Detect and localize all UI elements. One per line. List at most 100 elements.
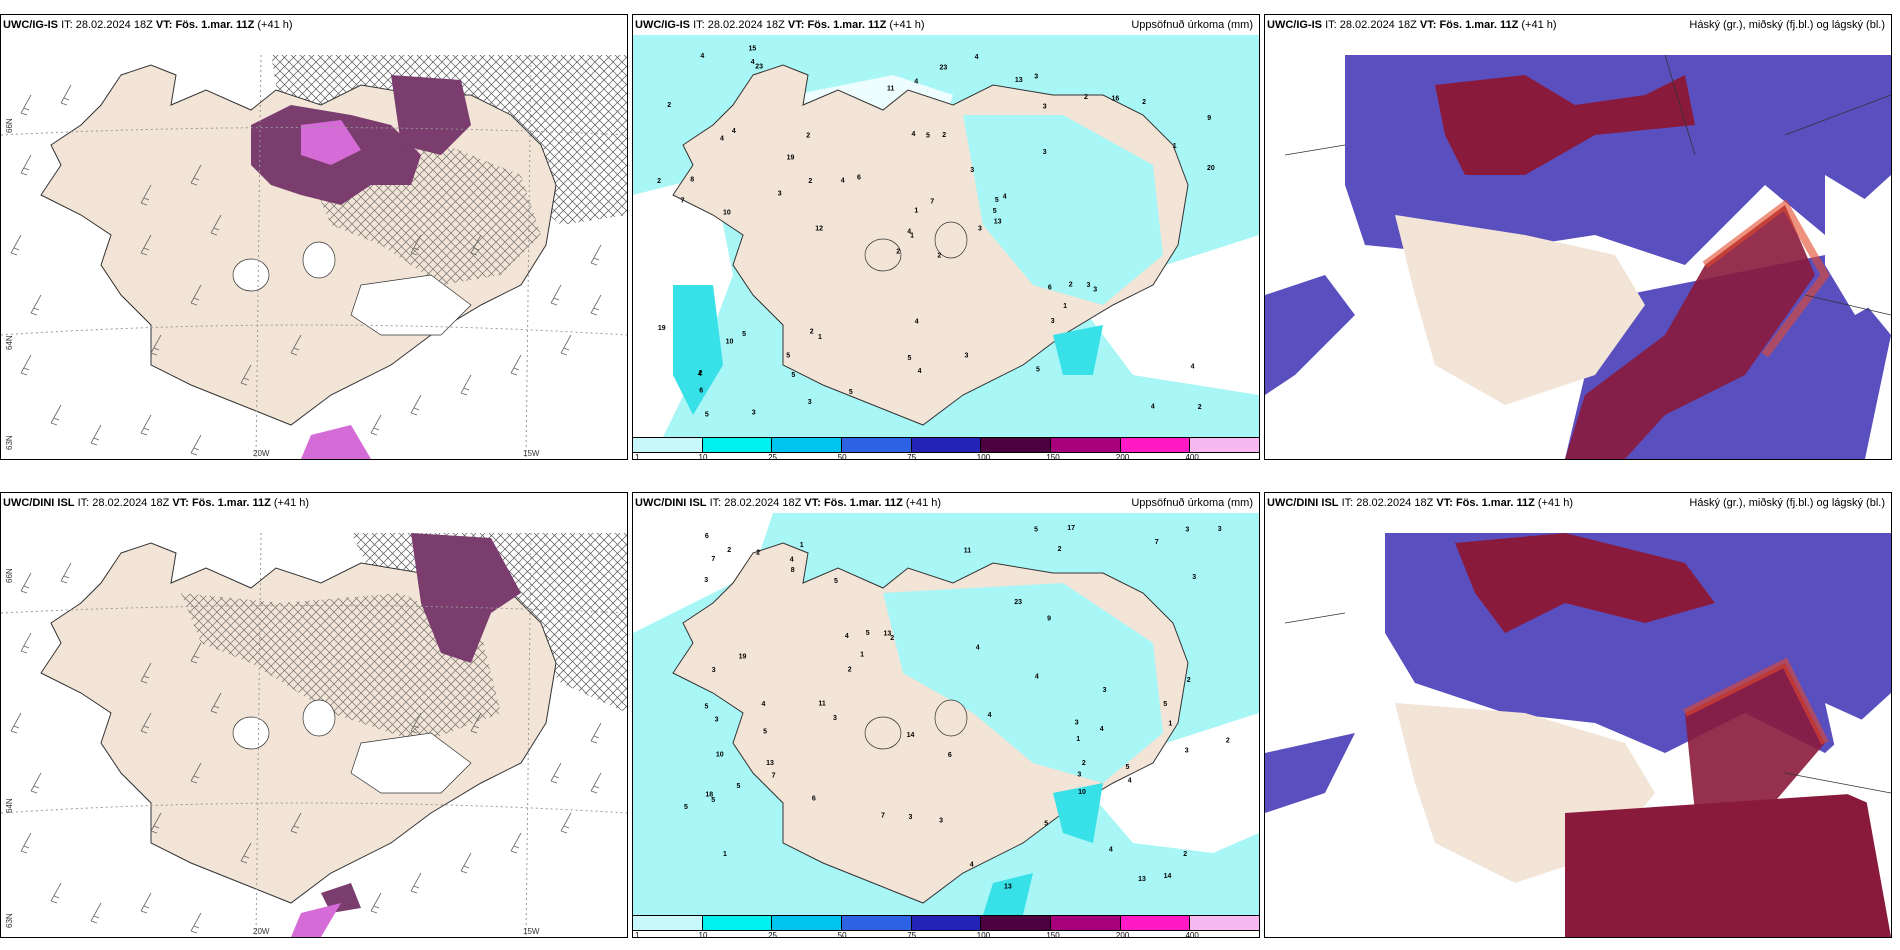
precip-value: 2 — [699, 370, 703, 377]
precip-value: 5 — [1034, 527, 1038, 534]
lon-label-20w: 20W — [253, 449, 270, 458]
precip-value: 4 — [698, 371, 702, 378]
precip-value: 3 — [715, 716, 719, 723]
precip-value: 3 — [909, 814, 913, 821]
precip-value: 13 — [1004, 884, 1012, 891]
precip-value: 4 — [907, 228, 911, 235]
colorbar-tick: 50 — [837, 453, 847, 460]
precip-value: 3 — [1218, 526, 1222, 533]
precip-title: Uppsöfnuð úrkoma (mm) — [1131, 497, 1253, 509]
colorbar-swatch — [1051, 916, 1121, 930]
colorbar-tick: 25 — [768, 453, 778, 460]
panel-title: UWC/IG-IS IT: 28.02.2024 18Z VT: Fös. 1.… — [1267, 19, 1557, 31]
precip-value: 7 — [881, 812, 885, 819]
precip-value: 1 — [818, 334, 822, 341]
colorbar-tick: 75 — [907, 453, 917, 460]
precip-panel-row2: UWC/DINI ISL IT: 28.02.2024 18Z VT: Fös.… — [632, 492, 1260, 938]
panel-title: UWC/DINI ISL IT: 28.02.2024 18Z VT: Fös.… — [635, 497, 942, 509]
precip-value: 5 — [737, 783, 741, 790]
precip-value: 5 — [705, 412, 709, 419]
precip-value: 3 — [1185, 527, 1189, 534]
precip-value: 1 — [723, 851, 727, 858]
cloud-title: Háský (gr.), miðský (fj.bl.) og lágský (… — [1689, 19, 1885, 31]
precip-value: 2 — [1142, 99, 1146, 106]
precip-value: 2 — [810, 329, 814, 336]
precip-value: 11 — [887, 85, 895, 92]
precip-value: 12 — [815, 226, 823, 233]
colorbar-swatch — [981, 438, 1052, 452]
precip-value: 2 — [806, 133, 810, 140]
precip-value: 3 — [752, 410, 756, 417]
precip-value: 2 — [756, 550, 760, 557]
colorbar-tick: 100 — [976, 453, 991, 460]
precip-value: 5 — [684, 804, 688, 811]
precip-value: 1 — [910, 232, 914, 239]
colorbar-tick: 200 — [1115, 931, 1130, 938]
precip-value: 4 — [1100, 726, 1104, 733]
precip-value: 5 — [1126, 764, 1130, 771]
precip-value: 2 — [1187, 677, 1191, 684]
precip-colorbar: 1 10 25 50 75 100 150 200 400 — [633, 915, 1259, 937]
precip-value: 4 — [841, 177, 845, 184]
precip-value: 9 — [1207, 115, 1211, 122]
precip-value: 5 — [786, 352, 790, 359]
precip-value: 14 — [1164, 873, 1172, 880]
precip-value: 13 — [1015, 77, 1023, 84]
precip-value: 4 — [912, 131, 916, 138]
colorbar-swatch — [1051, 438, 1121, 452]
precip-value: 5 — [1036, 367, 1040, 374]
colorbar-tick: 100 — [976, 931, 991, 938]
lat-label-66: 66N — [5, 118, 14, 133]
precip-value: 3 — [1103, 687, 1107, 694]
precip-value: 8 — [690, 177, 694, 184]
precip-value: 3 — [1192, 574, 1196, 581]
precip-value: 3 — [1093, 287, 1097, 294]
precip-value: 7 — [681, 198, 685, 205]
precip-value: 7 — [711, 556, 715, 563]
precip-value: 3 — [1051, 318, 1055, 325]
precip-value: 4 — [1109, 846, 1113, 853]
precip-value: 5 — [763, 729, 767, 736]
precip-value: 5 — [908, 355, 912, 362]
precip-value: 3 — [1185, 747, 1189, 754]
colorbar-swatch — [702, 438, 773, 452]
precip-value: 2 — [890, 635, 894, 642]
precip-value: 19 — [658, 325, 666, 332]
panel-title: UWC/IG-IS IT: 28.02.2024 18Z VT: Fös. 1.… — [635, 19, 925, 31]
precip-value: 3 — [833, 715, 837, 722]
precip-value: 1 — [1168, 721, 1172, 728]
lon-label-15w: 15W — [523, 927, 540, 936]
precip-value: 4 — [1128, 777, 1132, 784]
precip-value: 1 — [1076, 736, 1080, 743]
colorbar-swatch — [842, 438, 912, 452]
precip-value: 3 — [704, 577, 708, 584]
precip-value: 4 — [914, 78, 918, 85]
precip-value: 4 — [988, 712, 992, 719]
precip-value: 2 — [1198, 404, 1202, 411]
precip-map: 2412513233232109233435665543447620451222… — [633, 35, 1259, 437]
colorbar-swatch — [702, 916, 773, 930]
colorbar-tick: 150 — [1046, 931, 1060, 938]
precip-value: 1 — [1173, 143, 1177, 150]
lon-label-15w: 15W — [523, 449, 540, 458]
precip-value: 19 — [787, 155, 795, 162]
precip-value: 11 — [964, 547, 972, 554]
precip-value: 17 — [1067, 525, 1075, 532]
cloud-panel-row2: UWC/DINI ISL IT: 28.02.2024 18Z VT: Fös.… — [1264, 492, 1892, 938]
precip-map: 1111245241335727264137372354238345135434… — [633, 513, 1259, 915]
colorbar-tick: 25 — [768, 931, 778, 938]
precip-value: 3 — [1087, 282, 1091, 289]
precip-value: 3 — [1043, 104, 1047, 111]
colorbar-tick: 75 — [907, 931, 917, 938]
precip-value: 6 — [1048, 284, 1052, 291]
cloud-map — [1265, 35, 1891, 459]
precip-value: 10 — [716, 751, 724, 758]
wind-panel-row1: UWC/IG-IS IT: 28.02.2024 18Z VT: Fös. 1.… — [0, 14, 628, 460]
wind-map — [1, 35, 627, 459]
precip-value: 5 — [1044, 821, 1048, 828]
precip-value: 10 — [723, 209, 731, 216]
colorbar-swatch — [1190, 916, 1259, 930]
precip-value: 5 — [742, 331, 746, 338]
colorbar-swatch — [911, 916, 982, 930]
precip-value: 20 — [1207, 165, 1215, 172]
